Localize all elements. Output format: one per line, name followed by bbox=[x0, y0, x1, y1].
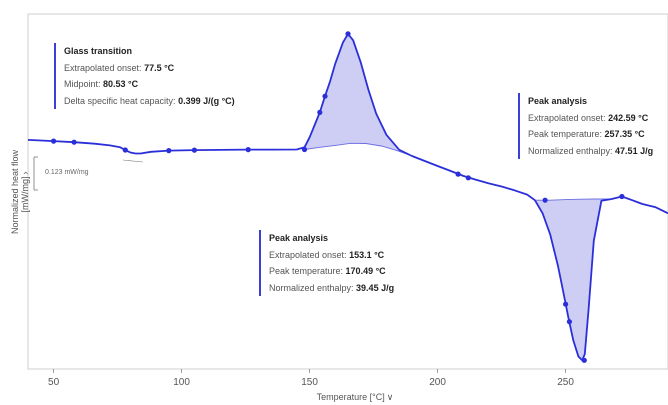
glass-delta-cp-row: Delta specific heat capacity: 0.399 J/(g… bbox=[64, 95, 235, 106]
data-marker-3 bbox=[122, 147, 128, 153]
peak-analysis-annotation-2: Peak analysis Extrapolated onset: 242.59… bbox=[518, 93, 653, 159]
peak2-enthalpy-row: Normalized enthalpy: 47.51 J/g bbox=[528, 145, 654, 156]
glass-transition-title: Glass transition bbox=[64, 46, 133, 56]
data-marker-4 bbox=[166, 148, 172, 154]
data-marker-12 bbox=[465, 175, 471, 181]
data-marker-2 bbox=[71, 139, 77, 145]
plot-frame bbox=[27, 13, 668, 370]
data-marker-10 bbox=[345, 31, 351, 37]
peak-fill-2 bbox=[534, 199, 612, 361]
chevron-down-icon: ∨ bbox=[386, 392, 394, 402]
y-axis-label-selector[interactable]: Normalized heat flow [mW/mg]› bbox=[10, 137, 30, 247]
x-axis-label: Temperature [°C] bbox=[316, 392, 385, 402]
peak2-title: Peak analysis bbox=[528, 96, 588, 106]
data-marker-16 bbox=[581, 357, 587, 363]
peak1-temperature-row: Peak temperature: 170.49 °C bbox=[269, 266, 386, 276]
data-marker-6 bbox=[245, 147, 251, 153]
data-marker-11 bbox=[455, 171, 461, 177]
data-marker-15 bbox=[566, 319, 573, 325]
peak2-onset-row: Extrapolated onset: 242.59 °C bbox=[528, 112, 649, 123]
peak-fill-1 bbox=[304, 33, 412, 156]
chevron-right-icon: › bbox=[20, 171, 30, 175]
x-tick-label-250: 250 bbox=[557, 377, 574, 388]
x-tick-label-100: 100 bbox=[173, 377, 190, 388]
data-marker-7 bbox=[301, 146, 308, 153]
x-tick-label-150: 150 bbox=[301, 377, 318, 388]
x-tick-label-50: 50 bbox=[48, 377, 60, 388]
data-marker-1 bbox=[51, 138, 57, 144]
data-markers bbox=[51, 31, 625, 363]
peak-fill-areas bbox=[304, 33, 612, 361]
peak1-title: Peak analysis bbox=[269, 233, 329, 243]
peak1-onset-row: Extrapolated onset: 153.1 °C bbox=[269, 249, 385, 260]
data-marker-8 bbox=[317, 109, 323, 115]
data-marker-17 bbox=[619, 193, 625, 200]
data-marker-14 bbox=[563, 301, 569, 307]
x-axis-label-selector[interactable]: Temperature [°C] ∨ bbox=[290, 392, 420, 403]
peak-analysis-annotation-1: Peak analysis Extrapolated onset: 153.1 … bbox=[259, 230, 394, 296]
scale-bar bbox=[33, 156, 38, 191]
data-marker-9 bbox=[322, 93, 328, 99]
scale-bar-label: 0.123 mW/mg bbox=[45, 169, 89, 176]
glass-midpoint-row: Midpoint: 80.53 °C bbox=[64, 79, 139, 89]
onset-tangent bbox=[122, 159, 144, 163]
peak1-enthalpy-row: Normalized enthalpy: 39.45 J/g bbox=[269, 282, 395, 293]
baseline-1 bbox=[304, 142, 413, 157]
data-marker-5 bbox=[191, 147, 197, 153]
glass-onset-row: Extrapolated onset: 77.5 °C bbox=[64, 62, 175, 73]
x-tick-label-200: 200 bbox=[429, 377, 446, 388]
x-axis: 50 100 150 200 250 bbox=[48, 369, 574, 388]
data-marker-13 bbox=[542, 197, 548, 203]
glass-transition-annotation: Glass transition Extrapolated onset: 77.… bbox=[54, 43, 235, 109]
peak2-temperature-row: Peak temperature: 257.35 °C bbox=[528, 129, 645, 139]
